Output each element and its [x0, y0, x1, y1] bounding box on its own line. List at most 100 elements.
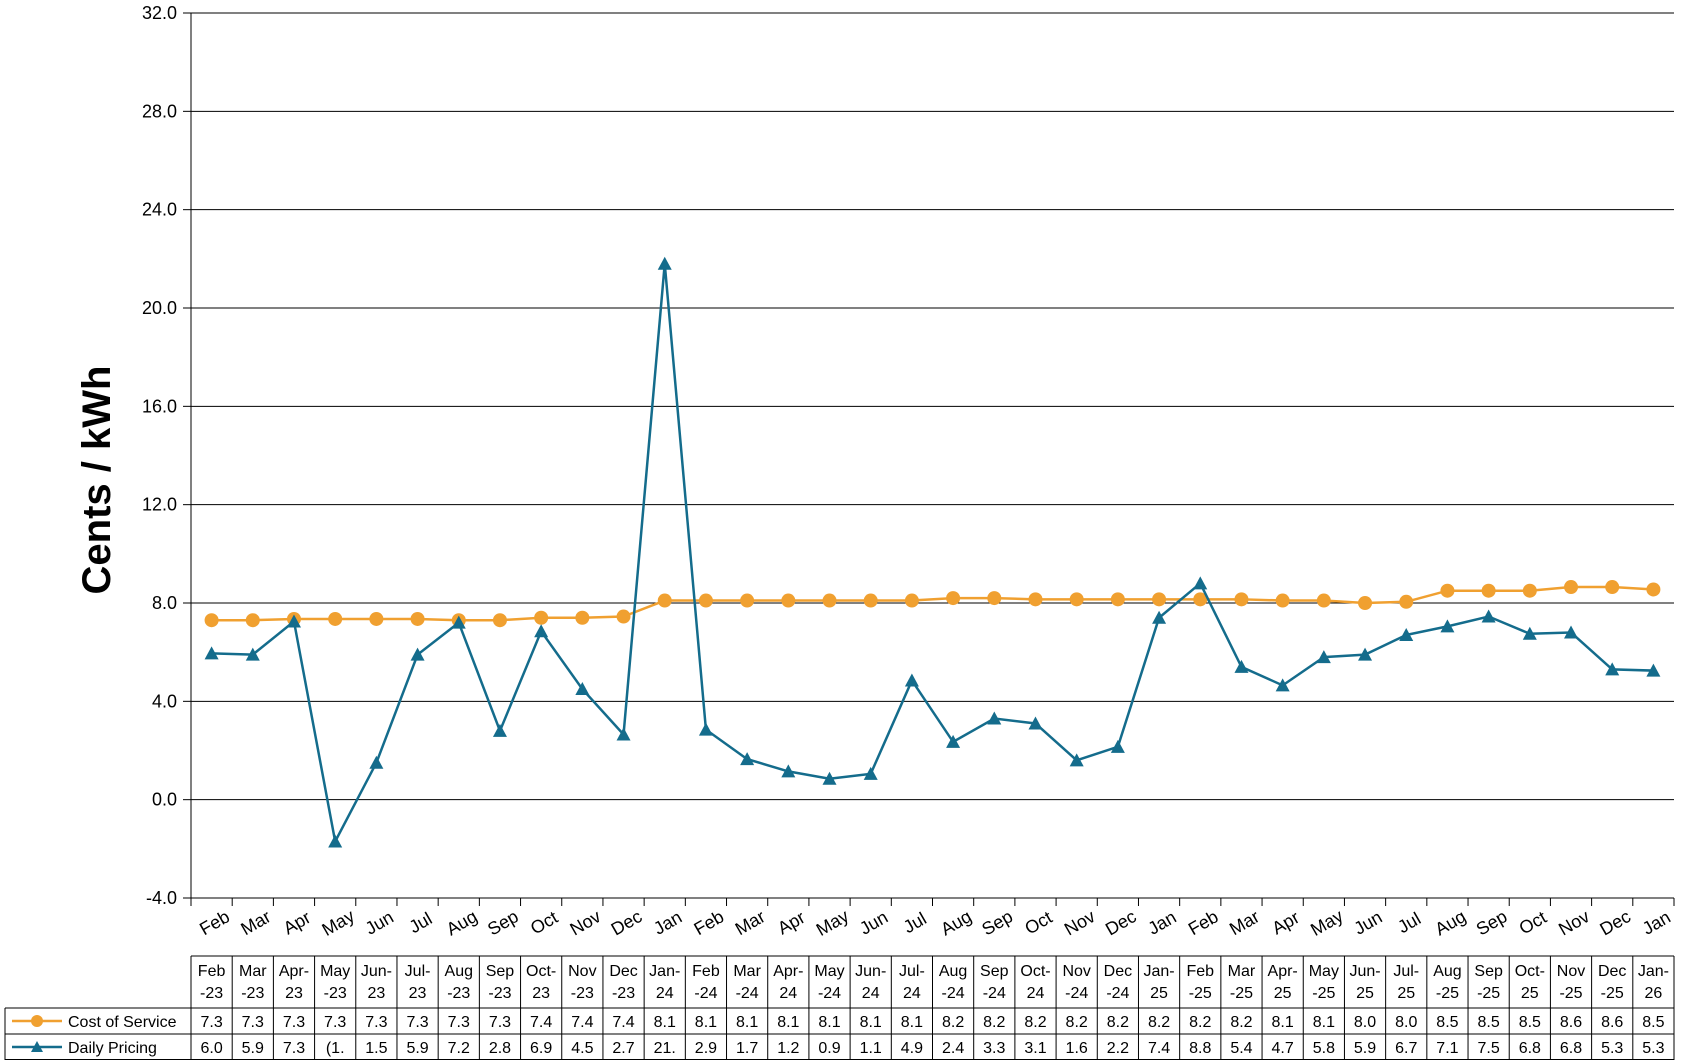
- x-tick-label: Dec: [608, 906, 646, 939]
- x-tick-label: Mar: [1226, 906, 1263, 939]
- data-point: [822, 593, 837, 608]
- table-header-cell: Aug: [1433, 963, 1461, 980]
- table-value-cell: 8.1: [777, 1014, 799, 1031]
- data-point: [1646, 582, 1661, 597]
- table-value-cell: 8.1: [1272, 1014, 1294, 1031]
- data-point: [616, 609, 631, 624]
- table-value-cell: 5.8: [1313, 1040, 1335, 1057]
- table-value-cell: 1.5: [365, 1040, 387, 1057]
- data-point: [1193, 592, 1208, 607]
- table-header-cell: Aug: [445, 963, 473, 980]
- data-point: [1440, 619, 1455, 633]
- table-header-cell: -24: [694, 985, 717, 1002]
- table-header-cell: -23: [612, 985, 635, 1002]
- table-header-cell: Mar: [239, 963, 267, 980]
- table-header-cell: Oct-: [1515, 963, 1545, 980]
- legend-marker: [31, 1015, 43, 1027]
- table-header-cell: Mar: [733, 963, 761, 980]
- table-header-cell: -25: [1436, 985, 1459, 1002]
- legend-label: Daily Pricing: [68, 1040, 157, 1057]
- data-point: [740, 752, 755, 766]
- table-value-cell: 8.0: [1354, 1014, 1376, 1031]
- x-tick-label: Apr: [774, 907, 808, 938]
- table-value-cell: 7.3: [242, 1014, 264, 1031]
- table-header-cell: 23: [532, 985, 550, 1002]
- table-value-cell: 8.5: [1519, 1014, 1541, 1031]
- table-value-cell: 1.7: [736, 1040, 758, 1057]
- x-tick-label: Feb: [690, 906, 727, 939]
- table-value-cell: 8.2: [1107, 1014, 1129, 1031]
- table-header-cell: Jun-: [855, 963, 886, 980]
- x-tick-label: May: [1307, 906, 1346, 940]
- table-header-cell: 24: [1027, 985, 1045, 1002]
- x-tick-label: Jan: [650, 907, 685, 939]
- table-header-cell: Mar: [1228, 963, 1256, 980]
- table-value-cell: 5.9: [406, 1040, 428, 1057]
- data-point: [492, 613, 507, 628]
- table-value-cell: (1.: [326, 1040, 345, 1057]
- data-point: [1316, 593, 1331, 608]
- table-header-cell: May: [814, 963, 844, 980]
- table-header-cell: Oct-: [526, 963, 556, 980]
- table-header-cell: 24: [862, 985, 880, 1002]
- table-value-cell: 8.6: [1560, 1014, 1582, 1031]
- table-header-cell: -24: [818, 985, 841, 1002]
- data-point: [1234, 659, 1249, 673]
- table-value-cell: 8.6: [1601, 1014, 1623, 1031]
- table-header-cell: Jul-: [405, 963, 431, 980]
- table-header-cell: -23: [241, 985, 264, 1002]
- x-tick-label: Jun: [1350, 907, 1385, 939]
- y-tick-label: 28.0: [142, 101, 177, 121]
- table-value-cell: 2.8: [489, 1040, 511, 1057]
- table-header-cell: 24: [656, 985, 674, 1002]
- table-value-cell: 8.1: [901, 1014, 923, 1031]
- data-point: [1564, 580, 1579, 595]
- table-header-cell: Jun-: [1349, 963, 1380, 980]
- table-value-cell: 2.9: [695, 1040, 717, 1057]
- data-point: [492, 723, 507, 737]
- y-tick-label: 12.0: [142, 495, 177, 515]
- x-tick-label: Nov: [1555, 906, 1593, 939]
- table-header-cell: -23: [447, 985, 470, 1002]
- table-value-cell: 6.7: [1395, 1040, 1417, 1057]
- table-header-cell: 25: [1274, 985, 1292, 1002]
- data-point: [204, 613, 219, 628]
- data-point: [575, 610, 590, 625]
- table-header-cell: Jan-: [649, 963, 680, 980]
- table-header-cell: -24: [736, 985, 759, 1002]
- x-tick-label: Nov: [566, 906, 604, 939]
- series-line-daily-pricing: [211, 263, 1654, 846]
- table-header-cell: Feb: [198, 963, 226, 980]
- table-value-cell: 4.9: [901, 1040, 923, 1057]
- table-header-cell: Jan-: [1144, 963, 1175, 980]
- series-lines: [204, 256, 1661, 848]
- table-header-cell: Jun-: [361, 963, 392, 980]
- data-point: [1605, 580, 1620, 595]
- y-tick-label: 4.0: [152, 691, 177, 711]
- table-header-cell: 24: [779, 985, 797, 1002]
- x-tick-label: Dec: [1102, 906, 1140, 939]
- x-tick-label: Sep: [978, 906, 1016, 939]
- table-value-cell: 8.2: [1024, 1014, 1046, 1031]
- table-header-cell: Apr-: [773, 963, 803, 980]
- x-tick-label: Mar: [732, 906, 769, 939]
- table-value-cell: 7.3: [283, 1040, 305, 1057]
- data-point: [328, 611, 343, 626]
- data-point: [904, 673, 919, 687]
- data-point: [575, 682, 590, 696]
- data-point: [286, 614, 301, 628]
- table-value-cell: 6.8: [1519, 1040, 1541, 1057]
- y-tick-label: 24.0: [142, 200, 177, 220]
- y-axis: -4.0 0.0 4.0 8.0 12.0 16.0 20.0 24.0 28.0 32.0: [142, 3, 192, 908]
- data-point: [245, 613, 260, 628]
- table-value-cell: 8.1: [860, 1014, 882, 1031]
- table-value-cell: 2.7: [612, 1040, 634, 1057]
- table-header-cell: -23: [324, 985, 347, 1002]
- y-tick-label: 0.0: [152, 790, 177, 810]
- data-point: [1440, 583, 1455, 598]
- table-header-cell: Jan-: [1638, 963, 1669, 980]
- table-value-cell: 7.3: [489, 1014, 511, 1031]
- data-point: [1110, 592, 1125, 607]
- table-value-cell: 8.5: [1478, 1014, 1500, 1031]
